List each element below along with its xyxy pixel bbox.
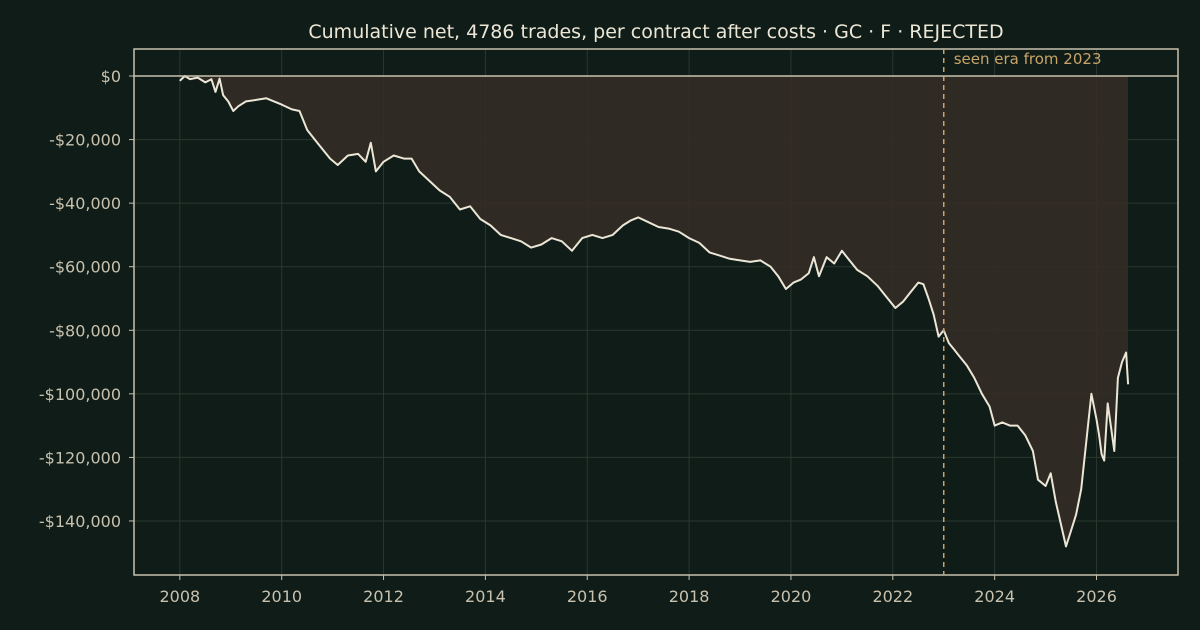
y-tick-label: -$40,000 bbox=[49, 194, 121, 213]
drawdown-area bbox=[179, 76, 1129, 547]
y-axis-ticks: $0 -$20,000 -$40,000 -$60,000 -$80,000 -$100,… bbox=[39, 67, 134, 531]
x-tick-label: 2012 bbox=[363, 587, 404, 606]
y-tick-label: -$60,000 bbox=[49, 258, 121, 277]
chart-title: Cumulative net, 4786 trades, per contrac… bbox=[308, 21, 1003, 43]
y-tick-label: -$20,000 bbox=[49, 131, 121, 150]
y-tick-label: -$100,000 bbox=[39, 385, 121, 404]
era-marker-label: seen era from 2023 bbox=[954, 50, 1102, 68]
y-tick-label: -$120,000 bbox=[39, 448, 121, 467]
y-tick-label: $0 bbox=[101, 67, 121, 86]
axes-frame bbox=[133, 48, 1179, 576]
x-tick-label: 2016 bbox=[567, 587, 608, 606]
y-tick-label: -$80,000 bbox=[49, 321, 121, 340]
plot-area bbox=[134, 75, 1178, 548]
x-tick-label: 2024 bbox=[974, 587, 1015, 606]
y-tick-label: -$140,000 bbox=[39, 512, 121, 531]
x-tick-label: 2018 bbox=[669, 587, 710, 606]
x-tick-label: 2010 bbox=[261, 587, 302, 606]
axes bbox=[133, 48, 1179, 576]
x-tick-label: 2008 bbox=[159, 587, 200, 606]
x-tick-label: 2026 bbox=[1076, 587, 1117, 606]
x-tick-label: 2020 bbox=[771, 587, 812, 606]
cumulative-net-line bbox=[179, 75, 1130, 548]
x-tick-label: 2022 bbox=[872, 587, 913, 606]
annotation: seen era from 2023 bbox=[942, 49, 1102, 575]
x-tick-label: 2014 bbox=[465, 587, 506, 606]
x-axis-ticks: 2008 2010 2012 2014 2016 2018 2020 2022 2024 2026 bbox=[159, 575, 1117, 606]
